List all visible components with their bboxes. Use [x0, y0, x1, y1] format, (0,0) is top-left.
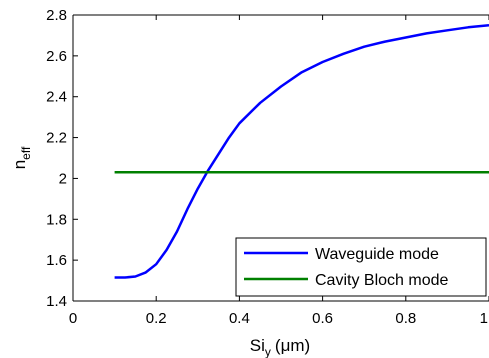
y-tick-label: 2.6	[46, 48, 67, 65]
y-tick-label: 2	[59, 170, 67, 187]
x-tick-label: 0.8	[395, 310, 416, 327]
legend: Waveguide mode Cavity Bloch mode	[235, 237, 487, 297]
y-tick-label: 1.4	[46, 293, 67, 310]
y-axis-label-main: n	[10, 160, 29, 169]
y-axis-label: neff	[10, 146, 33, 169]
x-tick-label: 0.4	[229, 310, 250, 327]
legend-label-cavity: Cavity Bloch mode	[315, 272, 448, 289]
series-line-waveguide	[114, 23, 489, 279]
x-axis-label-main: Si	[250, 336, 265, 355]
y-axis-label-sub: eff	[19, 146, 33, 160]
x-axis-label-unit: (μm)	[275, 336, 310, 355]
y-tick-label: 1.8	[46, 211, 67, 228]
x-axis-label-sub: y	[265, 345, 271, 358]
legend-box	[235, 237, 487, 297]
y-tick-label: 1.6	[46, 252, 67, 269]
series-lines	[114, 23, 489, 279]
x-tick-label: 0	[69, 310, 77, 327]
tick-labels: 0 0.2 0.4 0.6 0.8 1 1.4 1.6 1.8 2 2.2 2.4 2.6 2.8	[46, 7, 488, 327]
x-tick-label: 0.2	[146, 310, 167, 327]
y-tick-label: 2.2	[46, 130, 67, 147]
y-tick-label: 2.4	[46, 89, 67, 106]
x-axis-label: Siy (μm)	[250, 336, 310, 358]
tick-marks	[72, 14, 489, 302]
legend-label-waveguide: Waveguide mode	[315, 246, 439, 263]
x-tick-label: 1	[480, 310, 488, 327]
axes	[72, 14, 489, 302]
y-tick-label: 2.8	[46, 7, 67, 24]
x-tick-label: 0.6	[312, 310, 333, 327]
